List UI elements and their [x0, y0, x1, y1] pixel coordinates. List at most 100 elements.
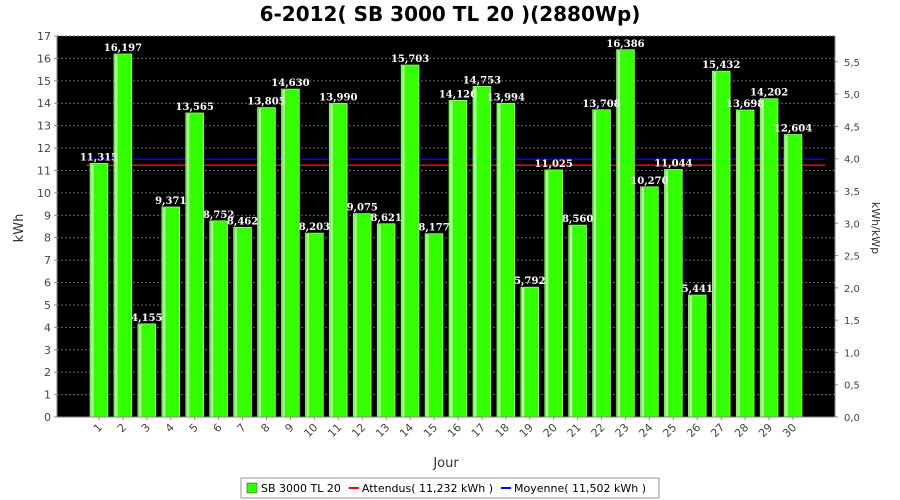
y-tick-label: 14	[37, 97, 51, 110]
bar-day-19	[520, 286, 540, 418]
axes	[56, 36, 836, 418]
x-tick-label: 14	[397, 421, 416, 440]
bar-day-9	[281, 88, 300, 418]
data-label: 8,462	[227, 216, 258, 227]
bar-day-10	[305, 232, 324, 418]
data-label: 14,126	[439, 89, 477, 100]
y2-tick-label: 0,5	[844, 381, 860, 392]
x-tick-label: 5	[187, 421, 201, 435]
data-label: 9,075	[347, 203, 378, 214]
y-tick-label: 9	[44, 209, 51, 222]
bar-day-7	[233, 226, 252, 418]
y-tick-label: 3	[44, 344, 51, 357]
bar-day-24	[640, 186, 659, 418]
x-tick-label: 25	[660, 421, 679, 440]
x-tick-label: 24	[636, 421, 655, 440]
y-tick-label: 2	[44, 366, 51, 379]
y-tick-label: 0	[44, 411, 51, 424]
data-label: 5,792	[514, 276, 545, 287]
bar-day-8	[257, 107, 276, 418]
data-label: 13,990	[319, 92, 357, 103]
data-label: 15,703	[391, 54, 429, 65]
data-label: 16,197	[104, 43, 142, 54]
bar-day-11	[329, 103, 348, 418]
data-label: 16,386	[606, 39, 644, 50]
legend-label: SB 3000 TL 20	[261, 482, 341, 495]
x-tick-label: 4	[163, 421, 177, 435]
bar-day-29	[759, 98, 779, 418]
y-tick-label: 17	[37, 30, 51, 43]
x-tick-label: 3	[139, 421, 153, 435]
bar-day-4	[161, 206, 181, 418]
x-tick-label: 7	[235, 421, 249, 435]
bar-day-25	[664, 169, 683, 418]
legend-item-1: Attendus( 11,232 kWh )	[348, 482, 493, 495]
data-label: 9,371	[155, 196, 186, 207]
y-tick-label: 4	[44, 321, 51, 334]
bar-day-5	[185, 112, 204, 418]
data-label: 14,202	[750, 88, 788, 99]
y2-tick-label: 5,5	[844, 58, 860, 69]
data-label: 8,177	[418, 223, 449, 234]
x-tick-label: 9	[282, 421, 296, 435]
x-axis-ticks: 1 2 3 4 5 6 7 8 9 10 11 12 13 14 15 16 17 18 19 20 21 22 23 24 2…	[91, 417, 799, 440]
bar-day-21	[568, 224, 587, 418]
x-tick-label: 12	[349, 421, 368, 440]
y2-axis-label: kWh/kWp	[869, 202, 882, 254]
x-axis-label: Jour	[432, 456, 459, 471]
bar-day-22	[592, 109, 611, 418]
data-label: 15,432	[702, 60, 740, 71]
x-tick-label: 23	[613, 421, 632, 440]
bar-day-17	[472, 85, 492, 418]
y2-tick-label: 2,0	[844, 284, 860, 295]
bar-day-2	[113, 53, 133, 418]
y2-tick-label: 1,0	[844, 348, 860, 359]
data-label: 13,698	[726, 99, 764, 110]
data-label: 10,270	[630, 176, 668, 187]
y-tick-label: 1	[44, 389, 51, 402]
data-label: 13,805	[247, 97, 285, 108]
y2-tick-label: 1,5	[844, 316, 860, 327]
x-tick-label: 15	[421, 421, 440, 440]
y-tick-label: 7	[44, 254, 51, 267]
data-label: 11,025	[535, 159, 573, 170]
data-label: 13,708	[582, 99, 620, 110]
legend: SB 3000 TL 20 Attendus( 11,232 kWh ) Moyen…	[240, 477, 660, 499]
y2-tick-label: 5,0	[844, 90, 860, 101]
bar-day-14	[400, 64, 420, 418]
legend-item-0: SB 3000 TL 20	[246, 482, 341, 495]
x-tick-label: 30	[780, 421, 799, 440]
bar-day-12	[352, 213, 372, 418]
x-tick-label: 8	[258, 421, 272, 435]
y2-tick-label: 3,5	[844, 187, 860, 198]
bar-day-6	[209, 220, 228, 418]
x-tick-label: 27	[708, 421, 727, 440]
data-label: 11,044	[654, 158, 692, 169]
bar-day-28	[735, 109, 755, 418]
x-tick-label: 18	[493, 421, 512, 440]
x-tick-label: 21	[565, 421, 584, 440]
x-tick-label: 16	[445, 421, 464, 440]
data-label: 14,753	[463, 75, 501, 86]
x-tick-label: 20	[541, 421, 560, 440]
x-tick-label: 10	[301, 421, 320, 440]
x-tick-label: 6	[211, 421, 225, 435]
y-tick-label: 15	[37, 75, 51, 88]
bars	[89, 49, 803, 418]
data-label: 14,630	[271, 78, 309, 89]
x-tick-label: 26	[684, 421, 703, 440]
data-label: 13,565	[176, 102, 214, 113]
bar-day-18	[496, 102, 516, 418]
bar-day-20	[544, 169, 563, 418]
bar-day-1	[89, 163, 109, 418]
x-tick-label: 22	[589, 421, 608, 440]
bar-day-3	[137, 323, 157, 418]
legend-box	[240, 477, 660, 499]
y2-tick-label: 3,0	[844, 219, 860, 230]
y2-tick-label: 2,5	[844, 252, 860, 263]
y2-tick-label: 4,5	[844, 122, 860, 133]
y2-tick-label: 4,0	[844, 155, 860, 166]
x-tick-label: 28	[732, 421, 751, 440]
